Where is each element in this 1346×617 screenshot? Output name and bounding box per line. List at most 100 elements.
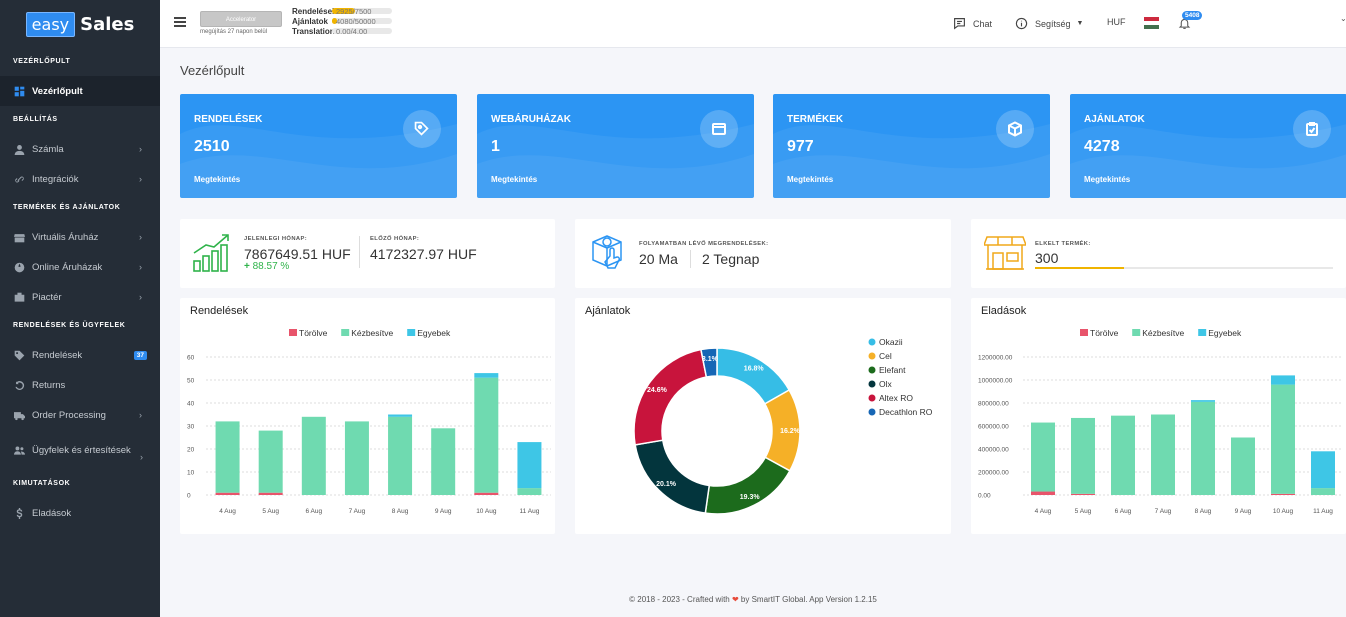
legend-swatch[interactable]: [341, 329, 350, 336]
legend-label[interactable]: Okazii: [879, 337, 903, 347]
sidebar-item-users[interactable]: Ügyfelek és értesítések ›: [0, 430, 160, 470]
bell-icon: [1178, 18, 1191, 29]
stat-view-link[interactable]: Megtekintés: [787, 175, 834, 184]
donut-slice[interactable]: [704, 456, 791, 515]
legend-label[interactable]: Kézbesítve: [351, 328, 393, 338]
bar-segment[interactable]: [1071, 417, 1095, 494]
legend-swatch[interactable]: [1080, 329, 1088, 336]
y-tick-label: 1200000.00: [978, 355, 1013, 362]
legend-swatch[interactable]: [868, 366, 876, 374]
sidebar-badge: 37: [133, 350, 147, 360]
legend-swatch[interactable]: [1198, 329, 1207, 336]
legend-label[interactable]: Elefant: [879, 365, 906, 375]
dollar-icon: [13, 507, 25, 519]
notifications-button[interactable]: 5408: [1178, 11, 1203, 35]
bar-segment[interactable]: [344, 421, 369, 495]
bar-segment[interactable]: [215, 421, 240, 493]
clipboard-icon: [1293, 110, 1331, 148]
donut-slice[interactable]: [633, 348, 708, 446]
bar-segment[interactable]: [1151, 414, 1175, 496]
bar-segment[interactable]: [517, 442, 542, 489]
sidebar-item-link[interactable]: Integrációk ›: [0, 164, 160, 194]
bar-segment[interactable]: [1311, 451, 1335, 489]
bar-segment[interactable]: [1111, 415, 1135, 495]
bar-segment[interactable]: [388, 416, 413, 495]
sidebar-item-dollar[interactable]: Eladások: [0, 498, 160, 528]
legend-label[interactable]: Decathlon RO: [879, 407, 933, 417]
bar-segment[interactable]: [388, 414, 413, 417]
legend-swatch[interactable]: [1132, 329, 1141, 336]
legend-swatch[interactable]: [868, 352, 876, 360]
bar-segment[interactable]: [1071, 493, 1095, 495]
stat-view-link[interactable]: Megtekintés: [491, 175, 538, 184]
y-tick-label: 60: [187, 355, 195, 362]
sidebar-item-tag[interactable]: Rendelések 37: [0, 340, 160, 370]
sidebar-item-return[interactable]: Returns: [0, 370, 160, 400]
bar-segment[interactable]: [474, 377, 499, 493]
legend-label[interactable]: Olx: [879, 379, 893, 389]
stat-view-link[interactable]: Megtekintés: [1084, 175, 1131, 184]
y-tick-label: 40: [187, 401, 195, 408]
bar-segment[interactable]: [1271, 493, 1295, 495]
bar-segment[interactable]: [431, 428, 456, 495]
bar-segment[interactable]: [1191, 400, 1215, 402]
sales-chart: Törölve Kézbesítve Egyebek 0.00 200000.00 400…: [978, 328, 1343, 515]
usage-fill: [332, 8, 356, 14]
sidebar-item-label: Vezérlőpult: [32, 85, 83, 97]
legend-label[interactable]: Altex RO: [879, 393, 913, 403]
chevron-down-icon[interactable]: ⌄: [1340, 14, 1346, 23]
x-tick-label: 11 Aug: [520, 508, 540, 515]
donut-slice[interactable]: [634, 439, 711, 515]
sidebar-item-dashboard[interactable]: Vezérlőpult: [0, 76, 160, 106]
sidebar-item-user[interactable]: Számla ›: [0, 134, 160, 164]
heart-icon: ❤: [731, 595, 739, 604]
sidebar-item-globe[interactable]: Online Áruházak ›: [0, 252, 160, 282]
sidebar-item-store[interactable]: Virtuális Áruház ›: [0, 222, 160, 252]
bar-segment[interactable]: [258, 430, 283, 493]
card-wave-decoration: [773, 124, 1050, 198]
bar-segment[interactable]: [517, 488, 542, 495]
footer: © 2018 - 2023 - Crafted with ❤ by SmartI…: [160, 595, 1346, 604]
x-tick-label: 8 Aug: [1195, 508, 1212, 515]
dashboard-icon: [13, 85, 25, 97]
hungary-flag-icon[interactable]: [1144, 17, 1159, 29]
plan-badge[interactable]: Accelerator: [200, 11, 282, 27]
legend-label[interactable]: Törölve: [299, 328, 328, 338]
currency-selector[interactable]: HUF: [1107, 17, 1126, 27]
bar-segment[interactable]: [1311, 488, 1335, 495]
legend-label[interactable]: Egyebek: [1208, 328, 1242, 338]
sidebar-item-label: Returns: [32, 379, 66, 391]
bar-segment[interactable]: [215, 492, 240, 495]
donut-slice[interactable]: [700, 347, 718, 378]
help-dropdown[interactable]: Segítség ▼: [1015, 17, 1083, 30]
bar-segment[interactable]: [474, 492, 499, 495]
legend-swatch[interactable]: [407, 329, 416, 336]
current-month-label: JELENLEGI HÓNAP:: [244, 236, 308, 242]
stat-view-link[interactable]: Megtekintés: [194, 175, 241, 184]
bar-segment[interactable]: [1191, 401, 1215, 495]
sidebar-item-marketplace[interactable]: Piactér ›: [0, 282, 160, 312]
chat-button[interactable]: Chat: [953, 17, 992, 30]
sales-chart-title: Eladások: [981, 305, 1027, 317]
bar-segment[interactable]: [1271, 384, 1295, 494]
bar-segment[interactable]: [1231, 437, 1255, 496]
topbar: Accelerator megújítás 27 napon belül Ren…: [160, 0, 1346, 48]
legend-label[interactable]: Törölve: [1090, 328, 1119, 338]
legend-swatch[interactable]: [868, 380, 876, 388]
bar-segment[interactable]: [1031, 491, 1055, 495]
bar-segment[interactable]: [474, 373, 499, 378]
bar-segment[interactable]: [258, 492, 283, 495]
legend-label[interactable]: Cel: [879, 351, 892, 361]
legend-swatch[interactable]: [868, 394, 876, 402]
legend-swatch[interactable]: [868, 338, 876, 346]
legend-swatch[interactable]: [289, 329, 297, 336]
bar-segment[interactable]: [1031, 422, 1055, 492]
sidebar-item-truck[interactable]: Order Processing ›: [0, 400, 160, 430]
legend-label[interactable]: Egyebek: [417, 328, 451, 338]
legend-label[interactable]: Kézbesítve: [1142, 328, 1184, 338]
logo[interactable]: easy Sales: [0, 0, 160, 48]
bar-segment[interactable]: [301, 416, 326, 495]
bar-segment[interactable]: [1271, 375, 1295, 385]
legend-swatch[interactable]: [868, 408, 876, 416]
menu-toggle-icon[interactable]: [174, 17, 186, 27]
